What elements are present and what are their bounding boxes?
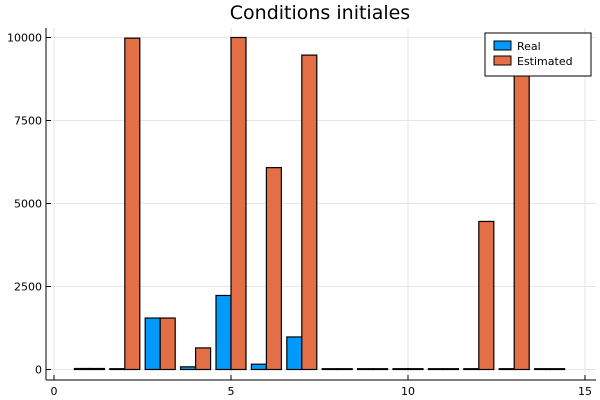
legend-label-estimated: Estimated xyxy=(517,55,573,68)
bar-estimated-4 xyxy=(195,347,212,371)
y-tick-label: 0 xyxy=(35,364,42,377)
bar-estimated-8 xyxy=(336,368,353,371)
bar-real-11 xyxy=(427,368,444,371)
bar-estimated-3 xyxy=(159,317,176,371)
axes: 0 2500 5000 7500 10000 0 5 10 15 xyxy=(7,28,596,398)
bar-estimated-6 xyxy=(265,167,282,371)
bar-estimated-11 xyxy=(442,368,459,371)
bar-estimated-14 xyxy=(548,368,566,371)
legend-swatch-real xyxy=(493,40,512,51)
bar-real-6 xyxy=(250,363,267,371)
bar-estimated-10 xyxy=(407,368,424,371)
legend: Real Estimated xyxy=(484,32,592,77)
bar-estimated-2 xyxy=(124,37,141,371)
bars xyxy=(73,36,566,371)
bar-estimated-12 xyxy=(478,220,495,371)
bar-real-2 xyxy=(109,368,126,371)
x-tick-label: 10 xyxy=(401,385,415,398)
bar-estimated-5 xyxy=(230,36,247,371)
bar-real-10 xyxy=(392,368,409,371)
bar-real-13 xyxy=(498,368,515,371)
bar-estimated-9 xyxy=(372,368,389,371)
bar-estimated-1 xyxy=(88,367,106,371)
chart-title: Conditions initiales xyxy=(230,2,410,24)
bar-real-12 xyxy=(463,368,480,371)
bar-real-5 xyxy=(215,294,232,371)
bar-real-8 xyxy=(321,368,338,371)
bar-estimated-7 xyxy=(301,54,318,371)
bar-real-3 xyxy=(144,317,161,371)
x-tick-label: 0 xyxy=(51,385,58,398)
y-tick-label: 7500 xyxy=(14,115,42,128)
y-tick-label: 10000 xyxy=(7,32,42,45)
bar-real-4 xyxy=(180,366,197,371)
y-tick-label: 5000 xyxy=(14,198,42,211)
x-tick-label: 5 xyxy=(228,385,235,398)
y-tick-label: 2500 xyxy=(14,281,42,294)
legend-label-real: Real xyxy=(517,40,541,53)
bar-estimated-13 xyxy=(513,38,530,371)
x-tick-label: 15 xyxy=(578,385,592,398)
bar-real-14 xyxy=(533,368,551,371)
bar-real-9 xyxy=(357,368,374,371)
bar-real-1 xyxy=(73,367,91,371)
legend-swatch-estimated xyxy=(493,55,512,66)
legend-box xyxy=(484,32,592,77)
bar-real-7 xyxy=(286,336,303,371)
